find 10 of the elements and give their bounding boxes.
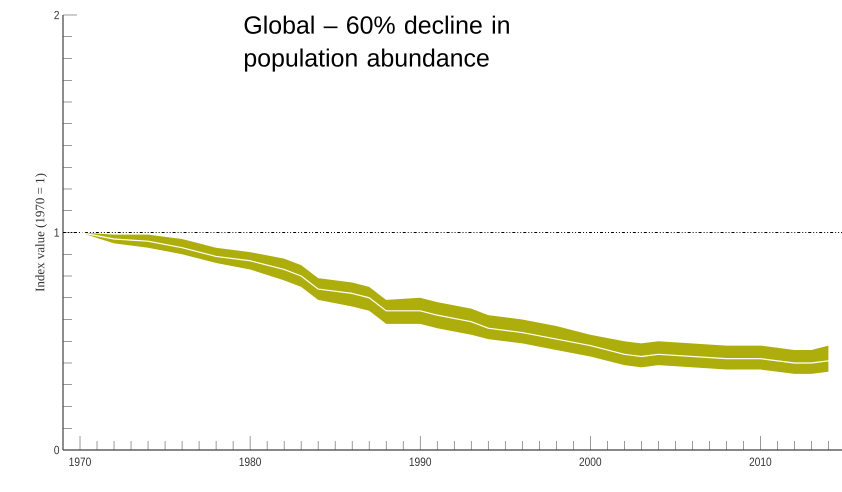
x-tick-label: 1980 — [240, 458, 261, 466]
x-tick-label: 2000 — [579, 458, 602, 466]
x-tick-label: 2010 — [750, 458, 772, 466]
y-tick-label: 2 — [54, 10, 59, 20]
y-axis-title: Index value (1970 = 1) — [35, 174, 47, 292]
x-tick-label: 1970 — [69, 458, 91, 466]
x-tick-label: 1990 — [410, 458, 432, 466]
y-tick-label: 0 — [54, 446, 60, 454]
y-tick-label: 1 — [54, 228, 59, 237]
text: Global – 60% decline in population abundance — [244, 16, 509, 72]
